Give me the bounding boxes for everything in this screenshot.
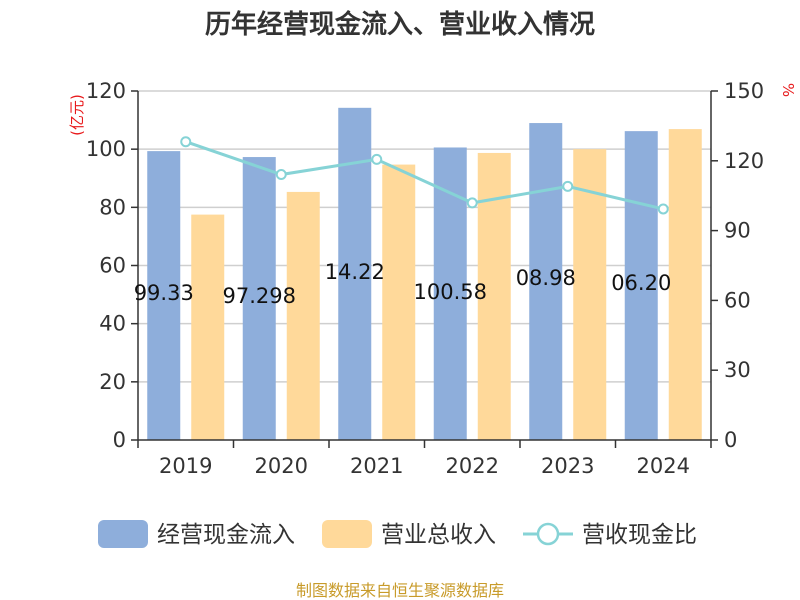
right-tick-label: 120 [724, 149, 764, 173]
bar-revenue [382, 164, 416, 441]
x-tick-label: 2022 [446, 454, 499, 478]
x-tick-label: 2023 [541, 454, 594, 478]
bar-data-label: 97.298 [223, 284, 296, 308]
ratio-point [180, 136, 192, 148]
data-labels: 99.33 97.298 14.22 100.58 08.98 06.20 [134, 260, 672, 308]
bar-data-label: 100.58 [414, 280, 487, 304]
bar-revenue [573, 149, 607, 440]
bar-revenue [191, 214, 225, 440]
left-tick-label: 20 [99, 370, 126, 394]
ratio-line [180, 136, 669, 215]
legend-marker [536, 522, 560, 546]
ratio-point [562, 180, 574, 192]
left-tick-label: 40 [99, 312, 126, 336]
legend-label: 营收现金比 [582, 522, 697, 548]
legend-label: 营业总收入 [381, 522, 496, 548]
bars [147, 107, 702, 441]
right-tick-label: 150 [724, 79, 764, 103]
x-tick-label: 2020 [255, 454, 308, 478]
left-tick-label: 60 [99, 254, 126, 278]
bar-cash-inflow [624, 131, 658, 440]
x-tick-label: 2019 [159, 454, 212, 478]
x-tick-label: 2024 [637, 454, 690, 478]
ratio-point [275, 169, 287, 181]
bar-cash-inflow [147, 151, 181, 441]
ratio-point [657, 203, 669, 215]
right-tick-label: 60 [724, 288, 751, 312]
left-tick-label: 80 [99, 195, 126, 219]
grid-lines [138, 90, 711, 383]
left-tick-label: 0 [113, 428, 126, 452]
right-tick-label: 0 [724, 428, 737, 452]
bar-cash-inflow [242, 157, 276, 440]
bar-cash-inflow [433, 147, 467, 440]
ratio-series-line [185, 140, 664, 211]
ratio-point [371, 153, 383, 165]
right-tick-label: 90 [724, 219, 751, 243]
x-tick-label: 2021 [350, 454, 403, 478]
right-tick-label: 30 [724, 358, 751, 382]
left-tick-label: 120 [86, 79, 126, 103]
chart-title: 历年经营现金流入、营业收入情况 [205, 9, 595, 40]
legend-swatch [98, 520, 148, 548]
source-note: 制图数据来自恒生聚源数据库 [296, 581, 504, 600]
bar-revenue [668, 129, 702, 440]
bar-data-label: 99.33 [134, 281, 194, 305]
bar-revenue [286, 191, 320, 440]
axes: 0 20 40 60 80 100 120 0 30 60 90 120 150 2019 2020 2021… [86, 79, 764, 478]
legend: 经营现金流入 营业总收入 营收现金比 [98, 520, 697, 548]
bar-data-label: 06.20 [611, 271, 671, 295]
ratio-point [466, 197, 478, 209]
right-axis-unit: % [779, 83, 797, 97]
bar-data-label: 08.98 [516, 266, 576, 290]
bar-data-label: 14.22 [325, 260, 385, 284]
legend-swatch [322, 520, 372, 548]
legend-label: 经营现金流入 [157, 522, 295, 548]
bar-cash-inflow [529, 123, 563, 440]
left-tick-label: 100 [86, 137, 126, 161]
left-axis-unit: (亿元) [68, 94, 86, 136]
